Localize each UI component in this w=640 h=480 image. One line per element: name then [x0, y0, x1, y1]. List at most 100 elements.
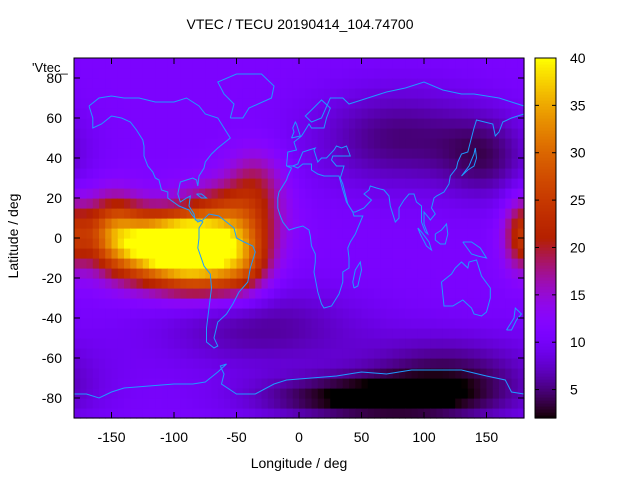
tec-cell [392, 308, 400, 319]
tec-cell [492, 128, 500, 139]
tec-cell [386, 238, 394, 249]
tec-cell [255, 228, 263, 239]
tec-cell [117, 88, 125, 99]
tec-cell [499, 98, 506, 109]
tec-cell [136, 208, 144, 219]
tec-cell [261, 148, 269, 159]
tec-cell [517, 268, 525, 279]
tec-cell [342, 258, 350, 269]
tec-cell [205, 378, 213, 389]
tec-cell [424, 318, 431, 329]
tec-cell [367, 298, 375, 309]
tec-cell [399, 218, 406, 229]
tec-cell [230, 288, 238, 299]
tec-cell [74, 378, 81, 389]
tec-cell [161, 248, 169, 259]
tec-cell [274, 208, 281, 219]
tec-cell [474, 118, 481, 129]
tec-cell [474, 378, 481, 389]
tec-cell [236, 298, 244, 309]
colorbar-band [535, 58, 556, 62]
tec-cell [480, 228, 488, 239]
tec-cell [330, 238, 338, 249]
tec-cell [161, 308, 169, 319]
tec-cell [211, 358, 219, 369]
tec-cell [255, 238, 263, 249]
tec-cell [249, 228, 256, 239]
tec-cell [349, 138, 356, 149]
tec-cell [136, 318, 144, 329]
tec-cell [330, 408, 338, 419]
tec-cell [92, 168, 100, 179]
tec-cell [392, 238, 400, 249]
tec-cell [217, 198, 225, 209]
tec-cell [92, 338, 100, 349]
tec-cell [399, 188, 406, 199]
tec-cell [330, 128, 338, 139]
tec-cell [299, 268, 306, 279]
tec-cell [392, 178, 400, 189]
tec-cell [361, 128, 369, 139]
tec-cell [80, 88, 88, 99]
tec-cell [255, 58, 263, 69]
tec-cell [174, 358, 181, 369]
tec-cell [455, 398, 463, 409]
tec-cell [111, 178, 119, 189]
tec-cell [499, 398, 506, 409]
tec-cell [511, 228, 519, 239]
tec-cell [142, 368, 150, 379]
tec-cell [324, 188, 331, 199]
tec-cell [149, 358, 156, 369]
tec-cell [192, 348, 200, 359]
tec-cell [280, 58, 288, 69]
tec-cell [517, 68, 525, 79]
tec-cell [424, 278, 431, 289]
tec-cell [136, 88, 144, 99]
tec-cell [461, 328, 469, 339]
tec-cell [380, 238, 388, 249]
tec-cell [436, 368, 444, 379]
tec-cell [511, 388, 519, 399]
tec-cell [167, 298, 175, 309]
tec-cell [424, 168, 431, 179]
tec-cell [217, 368, 225, 379]
tec-cell [374, 288, 381, 299]
tec-cell [417, 158, 425, 169]
tec-cell [224, 278, 231, 289]
tec-cell [336, 408, 344, 419]
tec-cell [386, 258, 394, 269]
tec-cell [211, 298, 219, 309]
tec-cell [130, 158, 138, 169]
tec-cell [255, 188, 263, 199]
tec-cell [367, 408, 375, 419]
tec-cell [461, 318, 469, 329]
tec-cell [142, 88, 150, 99]
tec-cell [136, 228, 144, 239]
tec-cell [236, 148, 244, 159]
tec-cell [449, 188, 456, 199]
tec-cell [299, 98, 306, 109]
tec-cell [217, 288, 225, 299]
tec-cell [324, 68, 331, 79]
tec-cell [74, 268, 81, 279]
tec-cell [105, 368, 113, 379]
tec-cell [292, 58, 300, 69]
tec-cell [411, 128, 419, 139]
colorbar-band [535, 97, 556, 101]
tec-cell [130, 358, 138, 369]
tec-cell [186, 248, 194, 259]
tec-cell [361, 58, 369, 69]
colorbar-band [535, 409, 556, 413]
tec-cell [161, 278, 169, 289]
tec-cell [299, 398, 306, 409]
tec-cell [286, 308, 294, 319]
tec-cell [167, 178, 175, 189]
tec-cell [461, 58, 469, 69]
tec-cell [124, 378, 131, 389]
tec-cell [292, 208, 300, 219]
tec-cell [474, 358, 481, 369]
tec-cell [217, 78, 225, 89]
tec-cell [474, 98, 481, 109]
tec-cell [505, 228, 513, 239]
tec-cell [80, 358, 88, 369]
